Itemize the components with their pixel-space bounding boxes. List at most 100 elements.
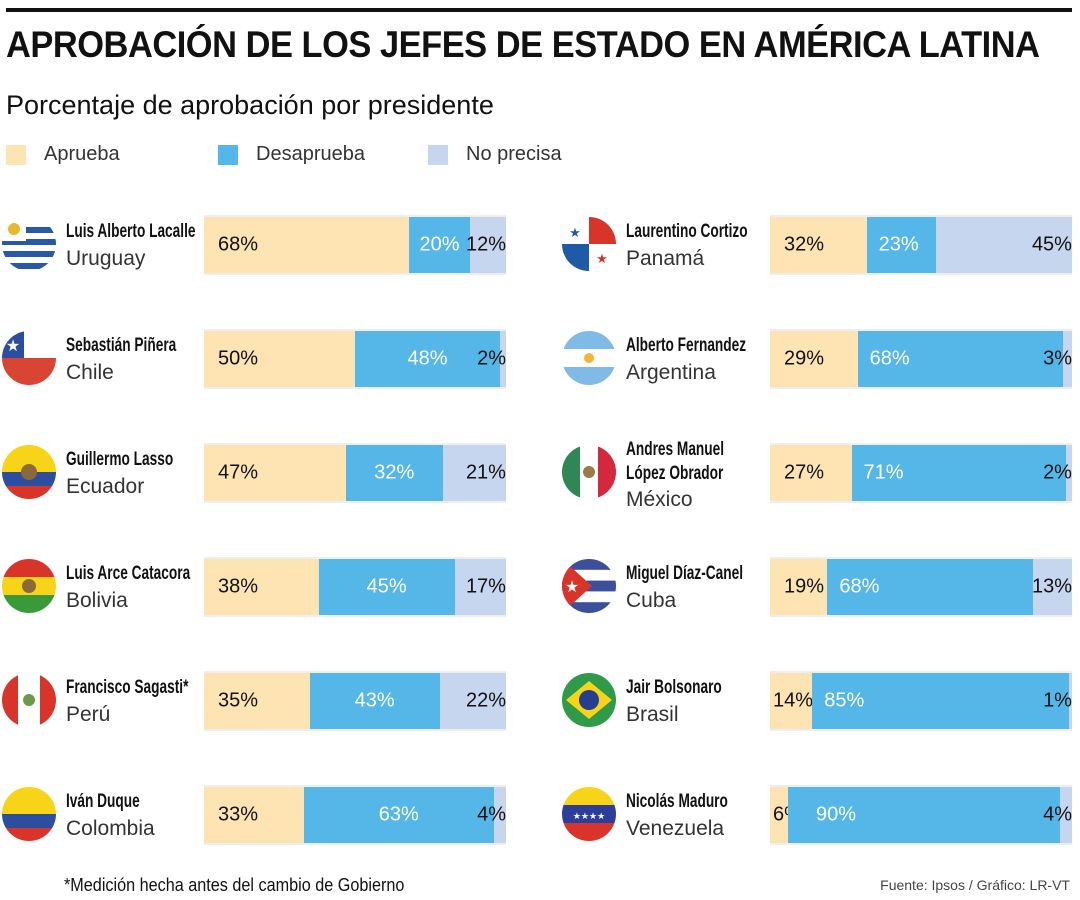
stacked-bar: 19% 68% 13% (770, 557, 1072, 617)
bar-segment-aprueba: 33% (204, 787, 304, 843)
bar-segment-desaprueba: 45% (318, 559, 455, 615)
data-label: 45% (1031, 233, 1072, 256)
data-label: 63% (378, 803, 419, 826)
legend-swatch (218, 144, 238, 165)
chart-title: APROBACIÓN DE LOS JEFES DE ESTADO EN AMÉ… (6, 24, 1040, 65)
data-label: 35% (218, 689, 259, 712)
data-label: 2% (1043, 461, 1072, 484)
stacked-bar: 6% 90% 4% (770, 785, 1072, 845)
bar-segment-desaprueba: 85% (812, 673, 1069, 729)
stacked-bar: 29% 68% 3% (770, 329, 1072, 389)
bar-segment-desaprueba: 68% (857, 331, 1063, 387)
stacked-bar: 47% 32% 21% (204, 443, 506, 503)
bar-segment-no-precisa: 17% (454, 559, 506, 615)
country-name: Bolivia (66, 589, 128, 612)
stacked-bar: 50% 48% 2% (204, 329, 506, 389)
stacked-bar: 14% 85% 1% (770, 671, 1072, 731)
president-name: Miguel Díaz-Canel (626, 563, 744, 584)
bar-segment-aprueba: 38% (204, 559, 319, 615)
data-label: 45% (366, 575, 407, 598)
bar-segment-desaprueba: 90% (788, 787, 1060, 843)
data-label: 17% (465, 575, 506, 598)
stacked-bar: 38% 45% 17% (204, 557, 506, 617)
legend-label: Desaprueba (256, 143, 365, 165)
president-name: Nicolás Maduro (626, 791, 728, 812)
legend-label: No precisa (466, 143, 562, 165)
data-label: 14% (773, 689, 814, 712)
bar-segment-no-precisa: 22% (439, 673, 506, 729)
country-name: Panamá (626, 247, 705, 270)
country-name: Uruguay (66, 247, 146, 270)
data-label: 19% (784, 575, 825, 598)
bar-segment-aprueba: 32% (770, 217, 867, 273)
data-label: 90% (815, 803, 857, 826)
president-name: Francisco Sagasti* (66, 677, 189, 698)
president-name: Jair Bolsonaro (626, 677, 722, 698)
country-name: Venezuela (626, 817, 725, 840)
bar-segment-no-precisa: 2% (477, 331, 506, 387)
panama-flag-icon: ★★ (562, 217, 616, 271)
stacked-bar: 27% 71% 2% (770, 443, 1072, 503)
bar-segment-aprueba: 50% (204, 331, 355, 387)
country-name: Brasil (626, 703, 679, 726)
bar-segment-aprueba: 6% (770, 787, 802, 843)
data-label: 22% (465, 689, 506, 712)
bar-segment-no-precisa: 1% (1043, 673, 1072, 729)
bar-segment-aprueba: 14% (770, 673, 814, 729)
legend-swatch (6, 144, 26, 165)
stacked-bar: 68% 20% 12% (204, 215, 506, 275)
uruguay-flag-icon (2, 217, 56, 271)
data-label: 32% (374, 461, 415, 484)
venezuela-flag-icon: ★★★★ (562, 787, 616, 841)
bar-segment-no-precisa: 4% (1043, 787, 1072, 843)
bar-segment-aprueba: 27% (770, 445, 852, 501)
president-name: Luis Alberto Lacalle (66, 221, 196, 242)
bar-segment-desaprueba: 20% (409, 217, 470, 273)
svg-text:★: ★ (6, 338, 20, 355)
bar-segment-no-precisa: 45% (936, 217, 1072, 273)
president-name: Iván Duque (66, 791, 140, 812)
data-label: 4% (1043, 803, 1072, 826)
colombia-flag-icon (2, 787, 56, 841)
argentina-flag-icon (562, 331, 616, 385)
bar-segment-no-precisa: 3% (1043, 331, 1072, 387)
brazil-flag-icon (562, 673, 616, 727)
country-name: Colombia (66, 817, 155, 840)
legend-label: Aprueba (44, 143, 120, 165)
bar-segment-aprueba: 19% (770, 559, 828, 615)
data-label: 43% (354, 689, 395, 712)
president-name: Luis Arce Catacora (66, 563, 191, 584)
bar-segment-aprueba: 35% (204, 673, 310, 729)
data-label: 32% (784, 233, 825, 256)
bar-segment-no-precisa: 13% (1031, 559, 1072, 615)
president-name: Alberto Fernandez (626, 335, 747, 356)
mexico-flag-icon (562, 445, 616, 499)
data-label: 29% (784, 347, 825, 370)
data-label: 4% (477, 803, 506, 826)
bolivia-flag-icon (2, 559, 56, 613)
data-label: 48% (407, 347, 448, 370)
legend-no-precisa: No precisa (428, 143, 562, 166)
bar-segment-desaprueba: 48% (355, 331, 500, 387)
stacked-bar: 32% 23% 45% (770, 215, 1072, 275)
legend-swatch (428, 144, 448, 165)
data-label: 13% (1031, 575, 1072, 598)
data-label: 1% (1043, 689, 1072, 712)
bar-segment-aprueba: 68% (204, 217, 410, 273)
chart-subtitle: Porcentaje de aprobación por presidente (6, 90, 494, 120)
peru-flag-icon (2, 673, 56, 727)
bar-segment-aprueba: 47% (204, 445, 346, 501)
data-label: 20% (419, 233, 460, 256)
svg-text:★: ★ (569, 225, 581, 240)
country-name: México (626, 488, 693, 511)
legend-desaprueba: Desaprueba (218, 143, 365, 166)
data-label: 33% (218, 803, 259, 826)
data-label: 23% (878, 233, 919, 256)
president-name: Andres Manuel López Obrador (626, 439, 725, 484)
data-label: 68% (869, 347, 910, 370)
svg-text:★: ★ (565, 579, 579, 596)
country-name: Perú (66, 703, 111, 726)
footnote: *Medición hecha antes del cambio de Gobi… (64, 875, 405, 895)
data-label: 2% (477, 347, 506, 370)
chile-flag-icon: ★ (2, 331, 56, 385)
